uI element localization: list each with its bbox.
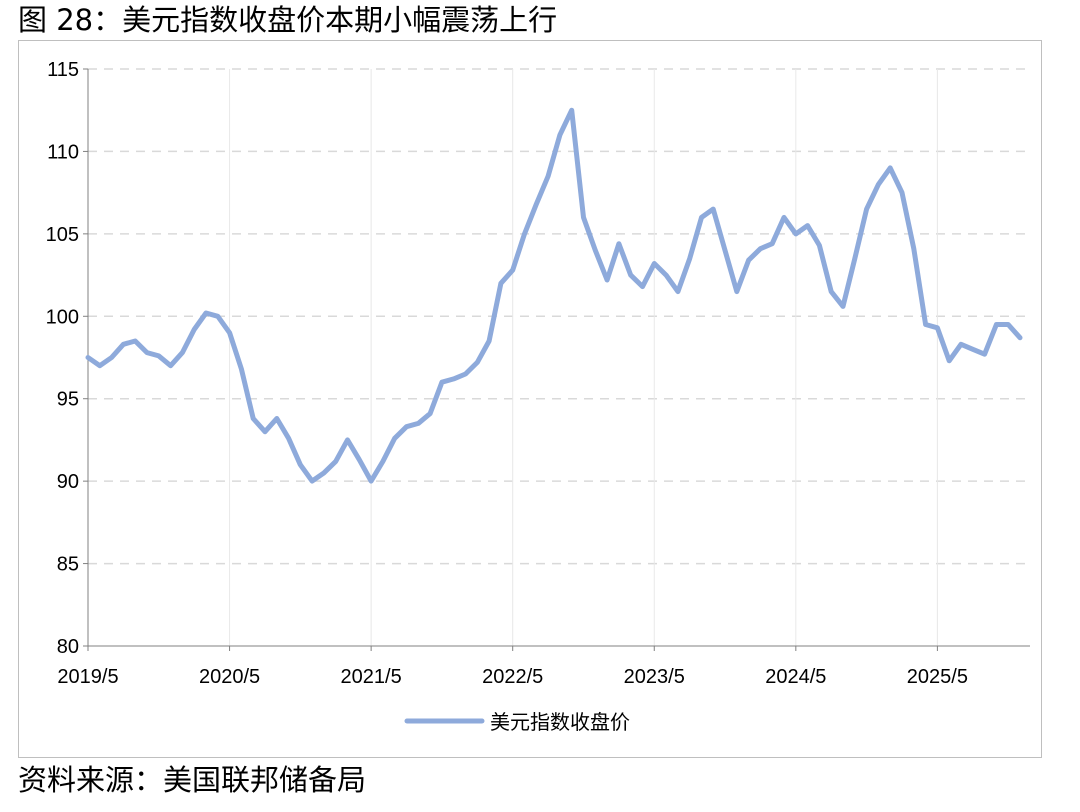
series-layer xyxy=(85,107,1023,484)
y-tick-label: 115 xyxy=(47,59,79,81)
y-tick-label: 105 xyxy=(46,224,79,246)
x-tick-label: 2022/5 xyxy=(482,666,543,688)
y-tick-label: 100 xyxy=(46,306,79,328)
y-tick-label: 95 xyxy=(57,389,79,411)
x-tick-label: 2019/5 xyxy=(57,666,118,688)
legend: 美元指数收盘价 xyxy=(404,710,630,734)
gridlines xyxy=(88,68,1030,646)
y-tick-labels: 80 85 90 95 100 105 110 115 xyxy=(46,59,79,658)
x-tick-labels: 2019/5 2020/5 2021/5 2022/5 2023/5 2024/5 2025… xyxy=(57,666,968,688)
y-tick-label: 110 xyxy=(47,141,79,163)
figure-title: 图 28：美元指数收盘价本期小幅震荡上行 xyxy=(18,3,558,37)
chart-frame: 80 85 90 95 100 105 110 115 2019/5 2020/5 2021/5 2… xyxy=(18,40,1042,758)
y-tick-label: 90 xyxy=(57,471,79,493)
series-line-dollar-index xyxy=(85,107,1023,484)
x-tick-label: 2023/5 xyxy=(624,666,685,688)
x-tick-label: 2021/5 xyxy=(341,666,402,688)
legend-label: 美元指数收盘价 xyxy=(490,710,630,734)
x-tick-label: 2025/5 xyxy=(907,666,968,688)
x-tick-label: 2020/5 xyxy=(199,666,260,688)
axes xyxy=(83,68,1030,651)
x-tick-label: 2024/5 xyxy=(765,666,826,688)
figure-source: 资料来源：美国联邦储备局 xyxy=(18,763,367,797)
y-tick-label: 80 xyxy=(57,636,79,658)
y-tick-label: 85 xyxy=(57,554,79,576)
